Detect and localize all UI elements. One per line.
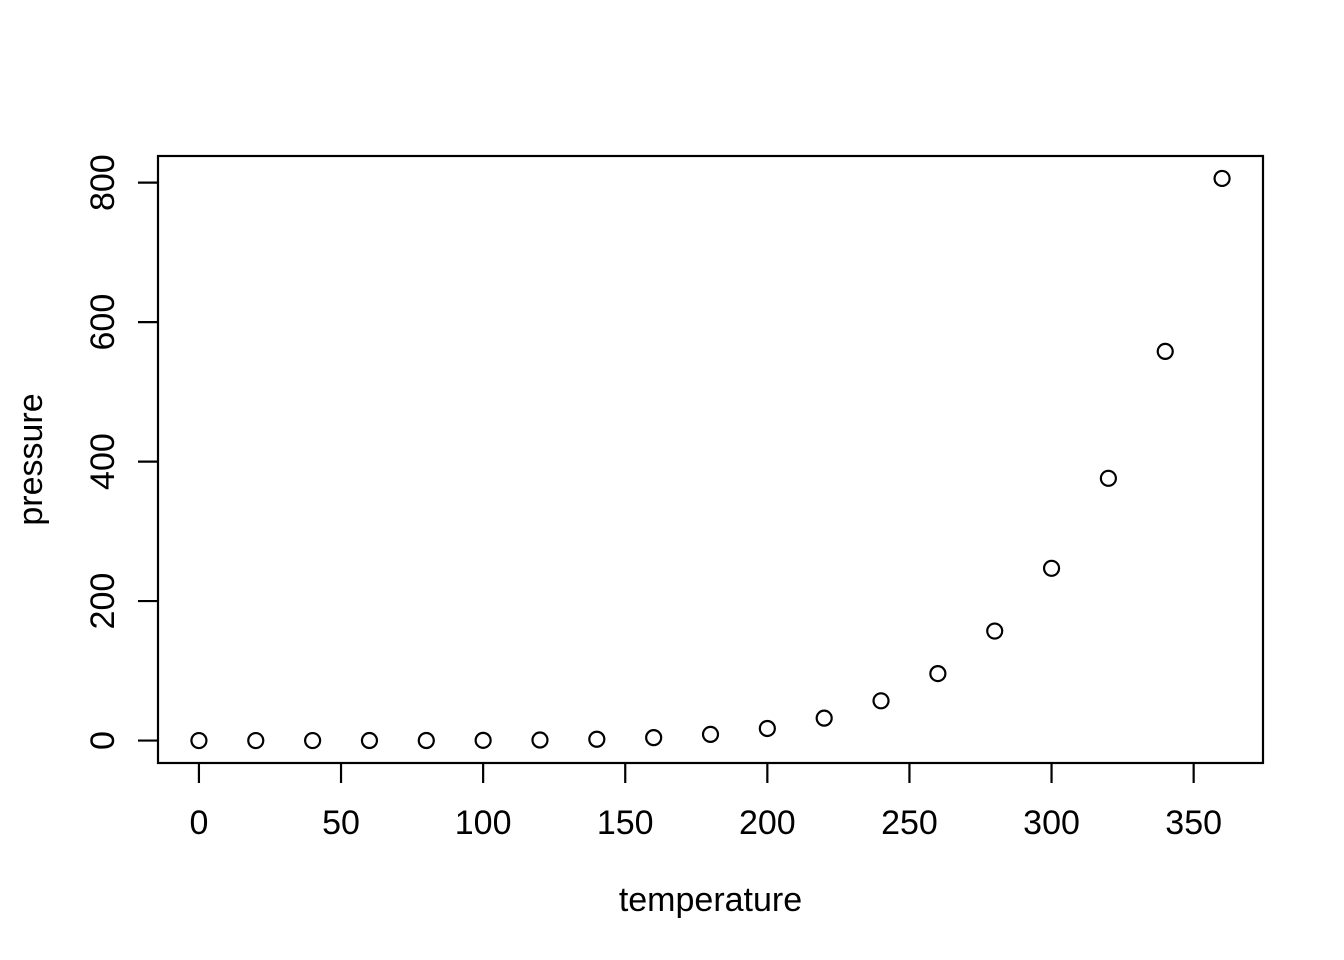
y-tick-label: 600 — [84, 294, 122, 351]
y-tick-label: 200 — [84, 573, 122, 630]
data-point — [758, 719, 776, 738]
data-point — [474, 731, 492, 749]
data-point — [1099, 469, 1117, 487]
data-point — [701, 725, 720, 744]
data-point — [588, 730, 606, 748]
data-point — [872, 692, 890, 710]
data-point — [986, 622, 1004, 640]
y-tick-label: 800 — [84, 154, 122, 211]
x-tick-label: 0 — [189, 804, 208, 842]
plot-box — [156, 154, 1265, 765]
data-point — [190, 731, 208, 750]
data-point — [1213, 169, 1231, 188]
x-tick-label: 300 — [1023, 804, 1080, 842]
x-tick-label: 350 — [1165, 804, 1222, 842]
x-tick-label: 200 — [739, 804, 796, 842]
y-axis-title: pressure — [12, 393, 50, 525]
data-point — [417, 731, 435, 750]
x-tick-label: 250 — [881, 804, 938, 842]
x-tick-label: 50 — [322, 804, 360, 842]
x-tick-label: 100 — [455, 804, 512, 842]
data-point — [360, 731, 379, 750]
data-point — [531, 731, 549, 749]
y-tick-label: 400 — [84, 433, 122, 490]
data-point — [304, 731, 322, 750]
data-point — [1156, 342, 1174, 361]
data-point — [815, 709, 833, 727]
data-point — [247, 731, 265, 750]
x-tick-label: 150 — [597, 804, 654, 842]
y-tick-label: 0 — [84, 731, 122, 750]
x-axis-title: temperature — [619, 881, 802, 919]
data-point — [645, 729, 663, 747]
data-point — [929, 664, 947, 683]
data-point — [1042, 559, 1061, 577]
